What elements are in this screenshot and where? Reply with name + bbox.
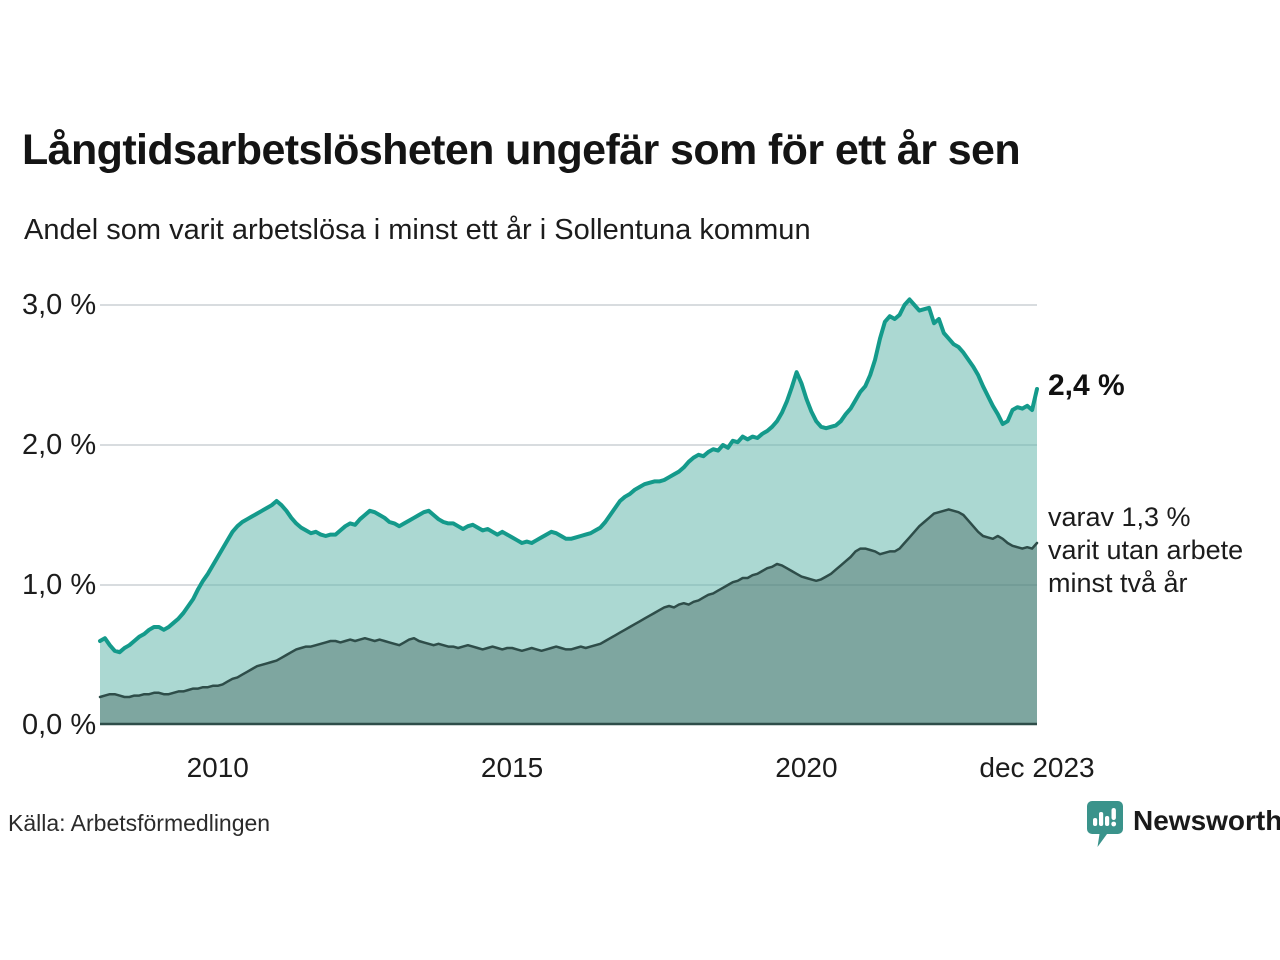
y-tick-label: 2,0 % bbox=[22, 429, 97, 461]
secondary-series-label-line1: varav 1,3 % bbox=[1048, 502, 1191, 532]
latest-value-label: 2,4 % bbox=[1048, 369, 1125, 402]
x-tick-label: 2015 bbox=[480, 752, 544, 783]
y-tick-label: 1,0 % bbox=[22, 569, 97, 601]
newsworthy-bubble-icon bbox=[1087, 801, 1123, 847]
x-tick-label: 2020 bbox=[775, 752, 838, 783]
x-tick-label: dec 2023 bbox=[979, 752, 1095, 783]
page-subtitle: Andel som varit arbetslösa i minst ett å… bbox=[24, 214, 811, 246]
y-tick-label: 0,0 % bbox=[22, 709, 97, 741]
page-title: Långtidsarbetslösheten ungefär som för e… bbox=[22, 126, 1021, 174]
secondary-series-label-line2: varit utan arbete bbox=[1048, 535, 1244, 565]
newsworthy-logo: Newsworthy bbox=[1086, 800, 1280, 848]
secondary-series-label-line3: minst två år bbox=[1048, 568, 1188, 598]
y-tick-label: 3,0 % bbox=[22, 289, 97, 321]
x-tick-label: 2010 bbox=[186, 752, 249, 783]
secondary-series-label: varav 1,3 % varit utan arbete minst två … bbox=[1048, 501, 1243, 600]
source-note: Källa: Arbetsförmedlingen bbox=[8, 810, 271, 836]
newsworthy-wordmark: Newsworthy bbox=[1133, 805, 1280, 836]
